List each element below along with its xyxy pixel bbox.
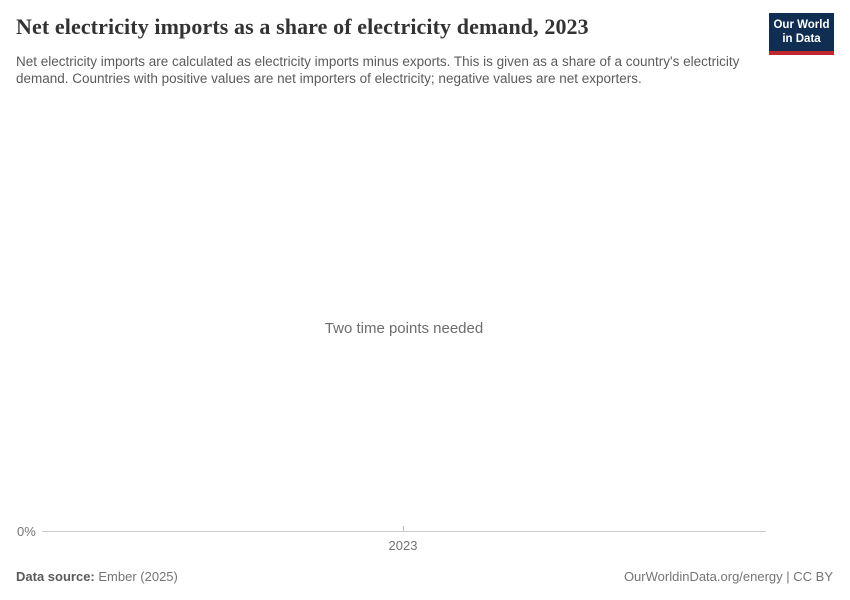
y-axis-tick-label: 0% (17, 524, 36, 539)
attribution-link[interactable]: OurWorldinData.org/energy | CC BY (623, 569, 833, 584)
x-axis-tick-mark (403, 526, 404, 531)
owid-logo-line2: in Data (782, 33, 821, 45)
chart-title: Net electricity imports as a share of el… (16, 14, 589, 39)
chart-subtitle: Net electricity imports are calculated a… (16, 54, 740, 86)
chart-footer: Data source: Ember (2025) OurWorldinData… (16, 569, 833, 584)
data-source-label: Data source: (16, 569, 95, 584)
data-source-value: Ember (2025) (98, 569, 178, 584)
empty-state-message: Two time points needed (324, 320, 484, 337)
x-axis-tick-label: 2023 (388, 538, 418, 553)
owid-logo-line1: Our World (773, 19, 830, 31)
x-axis-line (42, 531, 766, 532)
owid-logo[interactable]: Our World in Data (769, 13, 834, 55)
data-source: Data source: Ember (2025) (16, 569, 178, 584)
